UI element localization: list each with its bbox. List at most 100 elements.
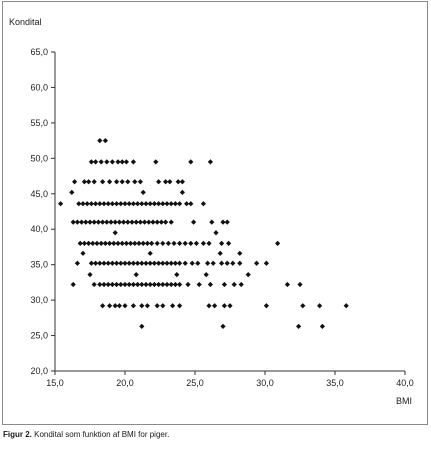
data-point xyxy=(87,219,93,225)
data-point xyxy=(150,219,156,225)
y-tick-label: 60,0 xyxy=(30,82,48,92)
data-point xyxy=(143,201,149,207)
data-point xyxy=(160,240,166,246)
data-point xyxy=(219,240,225,246)
data-point xyxy=(115,240,121,246)
data-point xyxy=(112,230,118,236)
data-point xyxy=(69,189,75,195)
data-point xyxy=(137,219,143,225)
data-point xyxy=(217,250,223,256)
data-point xyxy=(245,271,251,278)
data-point xyxy=(114,201,120,207)
data-point xyxy=(165,240,171,246)
data-point xyxy=(97,138,103,144)
y-axis-title: Kondital xyxy=(9,17,42,27)
data-point xyxy=(160,281,166,288)
data-point xyxy=(109,281,115,288)
data-point xyxy=(119,159,125,165)
data-point xyxy=(296,323,302,329)
data-point xyxy=(136,240,142,246)
data-point xyxy=(116,303,122,309)
data-point xyxy=(219,260,225,266)
x-tick-label: 40,0 xyxy=(396,378,414,388)
data-point xyxy=(112,219,118,225)
data-point xyxy=(297,281,303,288)
data-point xyxy=(135,260,141,266)
data-point xyxy=(177,240,183,246)
data-point xyxy=(160,303,166,309)
data-point xyxy=(132,179,138,185)
figure-caption: Figur 2. Kondital som funktion af BMI fo… xyxy=(3,430,169,439)
data-point xyxy=(114,260,120,266)
data-point xyxy=(206,240,212,246)
data-point xyxy=(140,189,146,195)
data-point xyxy=(151,201,157,207)
data-point xyxy=(80,250,86,256)
scatter-chart: Kondital BMI 20,0 25,0 30,0 35,0 40,0 45,0 50,… xyxy=(9,17,414,406)
data-point xyxy=(100,303,106,309)
data-point xyxy=(74,260,80,266)
x-tick-label: 30,0 xyxy=(256,378,274,388)
x-tick-label: 25,0 xyxy=(186,378,204,388)
data-point xyxy=(122,201,128,207)
data-point xyxy=(263,303,269,309)
figure-caption-text: Kondital som funktion af BMI for piger. xyxy=(31,430,170,439)
data-point xyxy=(119,240,125,246)
data-point xyxy=(154,303,160,309)
data-point xyxy=(126,281,132,288)
data-point xyxy=(230,260,236,266)
data-point xyxy=(143,260,149,266)
data-point xyxy=(97,281,103,288)
data-point xyxy=(213,230,219,236)
data-point xyxy=(84,201,90,207)
data-point xyxy=(185,281,191,288)
data-point xyxy=(191,219,197,225)
data-point xyxy=(168,260,174,266)
x-ticks: 15,0 20,0 25,0 30,0 35,0 40,0 xyxy=(46,371,414,388)
data-point xyxy=(284,281,290,288)
data-point xyxy=(101,281,107,288)
data-point xyxy=(116,219,122,225)
data-point xyxy=(182,240,188,246)
data-point xyxy=(188,201,194,207)
data-point xyxy=(130,281,136,288)
data-point xyxy=(104,159,110,165)
y-tick-label: 55,0 xyxy=(30,118,48,128)
data-point xyxy=(224,219,230,225)
data-point xyxy=(163,179,169,185)
data-point xyxy=(158,219,164,225)
data-point xyxy=(123,159,129,165)
data-point xyxy=(151,260,157,266)
data-point xyxy=(130,159,136,165)
data-point xyxy=(107,179,113,185)
data-point xyxy=(91,219,97,225)
data-point xyxy=(135,281,141,288)
y-ticks: 20,0 25,0 30,0 35,0 40,0 45,0 50,0 55,0 60,0 65,0 xyxy=(30,47,55,376)
data-point xyxy=(212,303,218,309)
data-point xyxy=(146,219,152,225)
data-point xyxy=(171,240,177,246)
data-point xyxy=(147,281,153,288)
data-point xyxy=(107,240,113,246)
data-point xyxy=(112,303,118,309)
figure-label: Figur 2. xyxy=(3,430,32,439)
data-point xyxy=(221,303,227,309)
data-point xyxy=(164,201,170,207)
axes xyxy=(54,52,405,372)
data-point xyxy=(193,240,199,246)
data-point xyxy=(100,219,106,225)
data-point xyxy=(123,240,129,246)
data-point xyxy=(109,201,115,207)
data-point xyxy=(237,260,243,266)
data-point xyxy=(160,260,166,266)
data-point xyxy=(88,159,94,165)
y-tick-label: 20,0 xyxy=(30,366,48,376)
data-point xyxy=(133,219,139,225)
data-point xyxy=(300,303,306,309)
data-point xyxy=(154,219,160,225)
data-point xyxy=(72,179,78,185)
data-point xyxy=(224,260,230,266)
data-point xyxy=(109,159,115,165)
y-tick-label: 40,0 xyxy=(30,224,48,234)
y-tick-label: 50,0 xyxy=(30,153,48,163)
